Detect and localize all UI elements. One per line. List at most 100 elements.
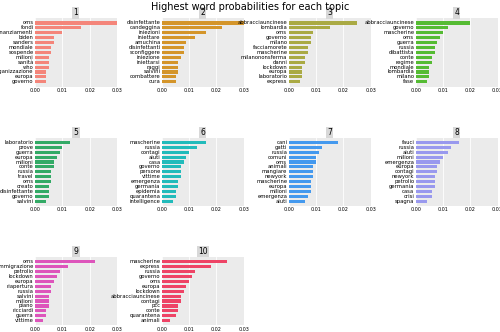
Bar xyxy=(35,36,54,39)
Bar xyxy=(416,175,434,178)
Bar xyxy=(162,275,192,278)
Bar xyxy=(35,165,54,169)
Bar xyxy=(416,61,432,64)
Bar xyxy=(162,190,175,193)
Bar xyxy=(289,160,316,164)
Bar xyxy=(416,200,426,203)
Bar xyxy=(416,165,438,169)
Text: Highest word probabilities for each topic: Highest word probabilities for each topi… xyxy=(151,2,349,12)
Bar xyxy=(289,70,302,74)
Bar xyxy=(289,51,308,54)
Bar xyxy=(162,61,178,64)
Bar xyxy=(289,46,308,49)
Bar xyxy=(35,309,46,312)
Bar xyxy=(35,61,48,64)
Bar xyxy=(162,175,181,178)
Bar xyxy=(289,180,310,183)
Title: 7: 7 xyxy=(328,128,332,137)
Bar xyxy=(35,314,46,317)
Bar xyxy=(35,21,117,25)
Bar xyxy=(35,31,62,34)
Bar xyxy=(416,56,432,59)
Bar xyxy=(289,61,305,64)
Bar xyxy=(35,260,95,263)
Bar xyxy=(162,26,222,30)
Bar xyxy=(289,200,305,203)
Bar xyxy=(416,21,470,25)
Bar xyxy=(162,170,181,173)
Bar xyxy=(416,80,426,83)
Bar xyxy=(162,285,186,288)
Bar xyxy=(35,51,51,54)
Title: 8: 8 xyxy=(454,128,459,137)
Bar xyxy=(416,36,440,39)
Bar xyxy=(35,160,54,164)
Bar xyxy=(35,180,51,183)
Bar xyxy=(35,200,46,203)
Bar xyxy=(416,75,430,78)
Bar xyxy=(162,70,178,74)
Bar xyxy=(416,26,448,30)
Bar xyxy=(35,290,51,293)
Bar xyxy=(162,56,181,59)
Bar xyxy=(416,41,438,44)
Bar xyxy=(35,304,48,307)
Bar xyxy=(162,155,186,159)
Bar xyxy=(416,155,443,159)
Bar xyxy=(289,21,357,25)
Bar xyxy=(35,155,57,159)
Bar xyxy=(162,185,178,188)
Bar xyxy=(35,185,48,188)
Title: 3: 3 xyxy=(328,9,332,18)
Bar xyxy=(289,190,310,193)
Bar xyxy=(35,280,54,283)
Bar xyxy=(162,146,198,149)
Bar xyxy=(162,195,175,198)
Bar xyxy=(289,31,314,34)
Bar xyxy=(162,294,181,298)
Bar xyxy=(35,299,48,303)
Title: 4: 4 xyxy=(454,9,459,18)
Title: 10: 10 xyxy=(198,247,207,256)
Bar xyxy=(162,314,175,317)
Bar xyxy=(162,51,184,54)
Bar xyxy=(35,195,48,198)
Bar xyxy=(162,41,186,44)
Bar xyxy=(35,75,46,78)
Bar xyxy=(416,46,434,49)
Bar xyxy=(35,46,51,49)
Bar xyxy=(162,75,175,78)
Bar xyxy=(162,160,184,164)
Bar xyxy=(416,195,432,198)
Title: 6: 6 xyxy=(200,128,205,137)
Bar xyxy=(162,46,184,49)
Bar xyxy=(35,80,46,83)
Bar xyxy=(416,170,438,173)
Bar xyxy=(35,285,51,288)
Bar xyxy=(289,151,319,154)
Bar xyxy=(289,175,314,178)
Bar xyxy=(35,319,43,322)
Bar xyxy=(289,195,308,198)
Bar xyxy=(162,31,206,34)
Bar xyxy=(35,70,46,74)
Bar xyxy=(35,151,59,154)
Bar xyxy=(162,304,178,307)
Bar xyxy=(416,65,430,69)
Title: 9: 9 xyxy=(74,247,78,256)
Title: 2: 2 xyxy=(200,9,205,18)
Bar xyxy=(162,151,189,154)
Bar xyxy=(35,275,57,278)
Bar xyxy=(289,141,338,144)
Bar xyxy=(416,190,432,193)
Bar xyxy=(416,141,460,144)
Bar xyxy=(289,165,314,169)
Bar xyxy=(162,165,181,169)
Bar xyxy=(416,185,434,188)
Bar xyxy=(35,270,59,273)
Bar xyxy=(289,75,302,78)
Bar xyxy=(162,265,211,268)
Bar xyxy=(35,294,48,298)
Bar xyxy=(35,146,62,149)
Bar xyxy=(289,170,314,173)
